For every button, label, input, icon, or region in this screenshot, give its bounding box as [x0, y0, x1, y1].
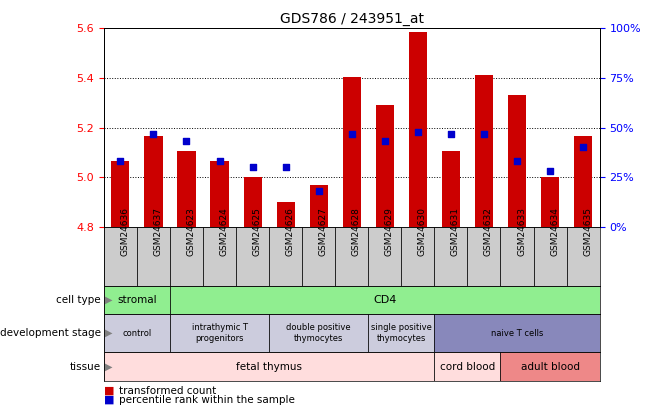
- Point: [181, 138, 192, 145]
- Text: GSM24625: GSM24625: [253, 207, 261, 256]
- Title: GDS786 / 243951_at: GDS786 / 243951_at: [280, 12, 423, 26]
- Text: percentile rank within the sample: percentile rank within the sample: [119, 395, 294, 405]
- Text: tissue: tissue: [70, 362, 100, 371]
- Bar: [567, 227, 600, 286]
- Bar: [203, 227, 236, 286]
- Text: GSM24630: GSM24630: [418, 207, 427, 256]
- Text: ▶: ▶: [105, 295, 112, 305]
- Text: ■: ■: [104, 386, 115, 396]
- Point: [280, 164, 291, 171]
- Text: GSM24628: GSM24628: [352, 207, 360, 256]
- Text: ▶: ▶: [105, 362, 112, 371]
- Bar: [236, 227, 269, 286]
- Text: naive T cells: naive T cells: [491, 328, 543, 338]
- Text: transformed count: transformed count: [119, 386, 216, 396]
- Point: [512, 158, 523, 164]
- Text: double positive
thymocytes: double positive thymocytes: [286, 324, 351, 343]
- Text: control: control: [123, 328, 151, 338]
- Bar: [409, 32, 427, 227]
- Text: GSM24626: GSM24626: [285, 207, 295, 256]
- Bar: [376, 105, 394, 227]
- Bar: [541, 177, 559, 227]
- Point: [578, 144, 588, 151]
- Text: GSM24636: GSM24636: [121, 207, 129, 256]
- Bar: [178, 151, 196, 227]
- Point: [346, 130, 357, 137]
- Text: GSM24632: GSM24632: [484, 207, 493, 256]
- Text: GSM24635: GSM24635: [583, 207, 592, 256]
- Text: adult blood: adult blood: [521, 362, 580, 371]
- Bar: [533, 227, 567, 286]
- Bar: [369, 314, 434, 352]
- Text: fetal thymus: fetal thymus: [236, 362, 302, 371]
- Bar: [144, 136, 163, 227]
- Point: [413, 128, 423, 135]
- Bar: [434, 227, 468, 286]
- Bar: [475, 75, 493, 227]
- Point: [446, 130, 456, 137]
- Bar: [269, 314, 369, 352]
- Text: GSM24624: GSM24624: [220, 207, 228, 256]
- Text: intrathymic T
progenitors: intrathymic T progenitors: [192, 324, 247, 343]
- Text: GSM24634: GSM24634: [550, 207, 559, 256]
- Text: cord blood: cord blood: [440, 362, 495, 371]
- Bar: [269, 227, 302, 286]
- Bar: [277, 202, 295, 227]
- Bar: [104, 227, 137, 286]
- Text: GSM24627: GSM24627: [319, 207, 328, 256]
- Bar: [210, 161, 228, 227]
- Point: [115, 158, 126, 164]
- Bar: [335, 227, 368, 286]
- Bar: [369, 227, 401, 286]
- Text: development stage: development stage: [0, 328, 100, 338]
- Bar: [468, 227, 500, 286]
- Point: [148, 130, 159, 137]
- Bar: [104, 352, 434, 381]
- Bar: [434, 314, 600, 352]
- Point: [247, 164, 258, 171]
- Text: GSM24629: GSM24629: [385, 207, 394, 256]
- Bar: [137, 227, 170, 286]
- Point: [379, 138, 390, 145]
- Text: ■: ■: [104, 395, 115, 405]
- Text: single positive
thymocytes: single positive thymocytes: [371, 324, 431, 343]
- Bar: [111, 161, 129, 227]
- Text: cell type: cell type: [56, 295, 100, 305]
- Point: [314, 188, 324, 194]
- Bar: [104, 314, 170, 352]
- Bar: [401, 227, 434, 286]
- Bar: [243, 177, 262, 227]
- Bar: [442, 151, 460, 227]
- Text: CD4: CD4: [373, 295, 397, 305]
- Bar: [508, 95, 526, 227]
- Bar: [500, 227, 533, 286]
- Text: GSM24631: GSM24631: [451, 207, 460, 256]
- Text: ▶: ▶: [105, 328, 112, 338]
- Point: [545, 168, 555, 175]
- Bar: [500, 352, 600, 381]
- Text: GSM24637: GSM24637: [153, 207, 162, 256]
- Bar: [170, 227, 203, 286]
- Bar: [302, 227, 335, 286]
- Point: [214, 158, 225, 164]
- Text: GSM24623: GSM24623: [186, 207, 196, 256]
- Bar: [342, 77, 361, 227]
- Bar: [574, 136, 592, 227]
- Point: [478, 130, 489, 137]
- Bar: [104, 286, 170, 314]
- Text: stromal: stromal: [117, 295, 157, 305]
- Bar: [170, 314, 269, 352]
- Bar: [434, 352, 500, 381]
- Bar: [170, 286, 600, 314]
- Bar: [310, 185, 328, 227]
- Text: GSM24633: GSM24633: [517, 207, 526, 256]
